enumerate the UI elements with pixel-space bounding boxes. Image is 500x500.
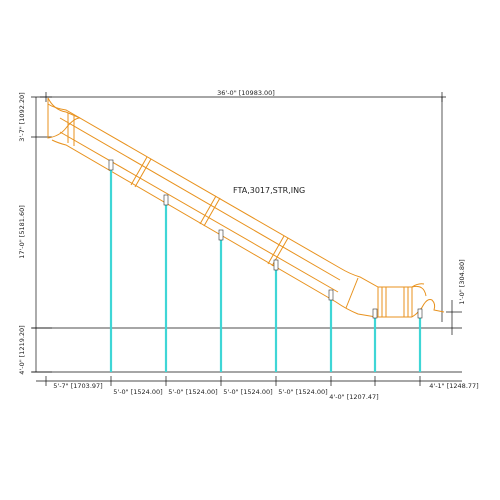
span-3-dimension: 5'-0" [1524.00] [223, 388, 272, 396]
overall-length-dimension: 36'-0" [10983.00] [217, 89, 275, 97]
support-post [273, 259, 279, 372]
span-4-dimension: 5'-0" [1524.00] [278, 388, 327, 396]
base-height-dimension: 4'-0" [1219.20] [18, 325, 26, 374]
span-1-dimension: 5'-0" [1524.00] [113, 388, 162, 396]
last-span-dimension: 4'-1" [1248.77] [429, 382, 478, 390]
support-post [218, 229, 224, 372]
drawing-label: FTA,3017,STR,ING [233, 186, 305, 195]
support-post [108, 159, 114, 372]
bottom-dimension-ticks [45, 376, 421, 386]
support-post [417, 308, 423, 372]
first-span-dimension: 5'-7" [1703.97] [53, 382, 102, 390]
support-posts [108, 159, 423, 372]
span-2-dimension: 5'-0" [1524.00] [168, 388, 217, 396]
span-5-dimension: 4'-0" [1207.47] [329, 393, 378, 401]
support-post [163, 194, 169, 372]
exit-height-dimension: 1'-0" [304.80] [458, 259, 466, 304]
support-post [372, 308, 378, 372]
top-height-dimension: 3'-7" [1092.20] [18, 92, 26, 141]
main-height-dimension: 17'-0" [5181.60] [18, 205, 26, 259]
dimension-lines [31, 92, 462, 386]
support-post [328, 289, 334, 372]
slide-body [47, 97, 445, 318]
